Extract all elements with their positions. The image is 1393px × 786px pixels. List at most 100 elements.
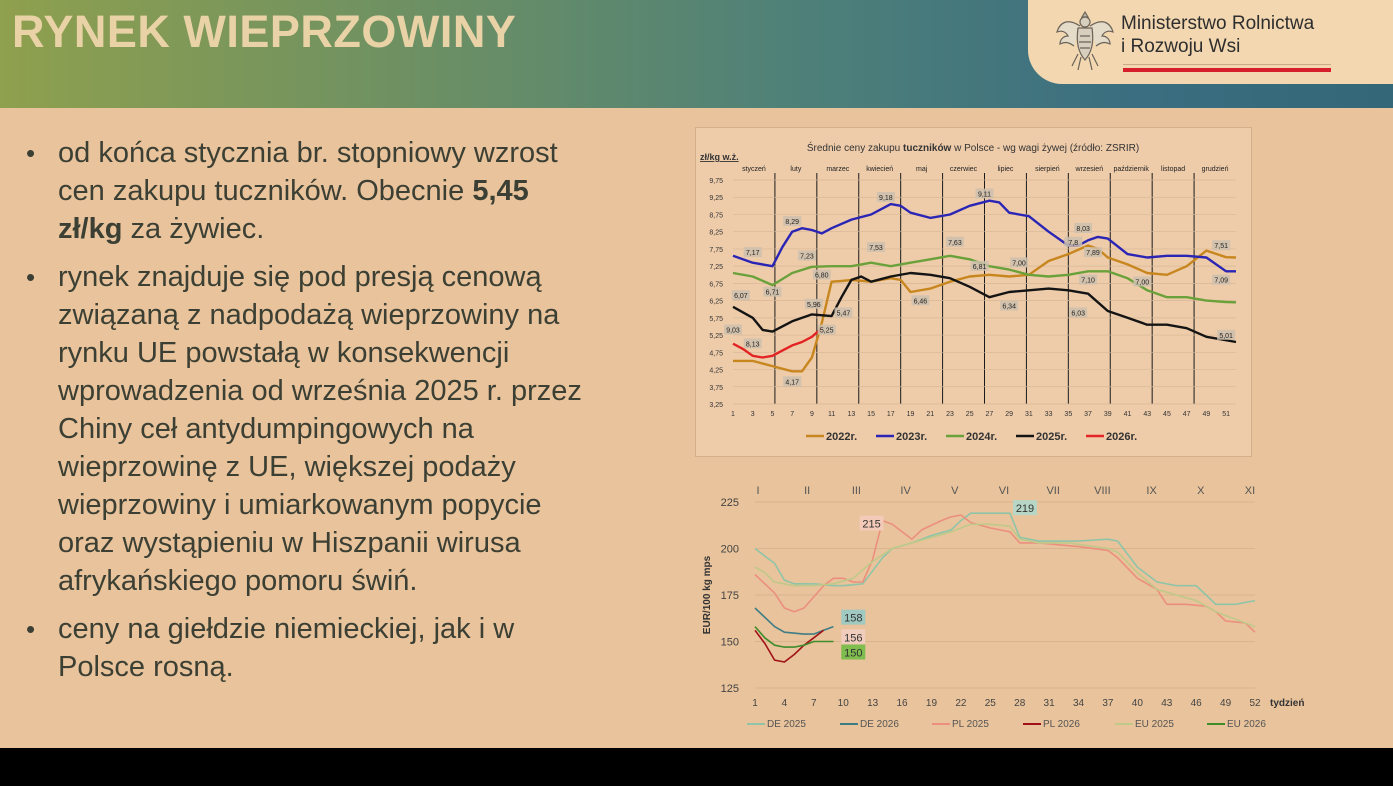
value-callout-text: 215 [862, 519, 880, 531]
bullet-text: ceny na giełdzie niemieckiej, jak i w Po… [58, 613, 515, 683]
ministry-name: Ministerstwo Rolnictwa i Rozwoju Wsi [1121, 12, 1314, 58]
y-tick-label: 175 [721, 590, 739, 602]
x-tick-label: 19 [926, 698, 938, 709]
y-tick-label: 8,25 [709, 230, 723, 237]
data-label-text: 7,10 [1081, 278, 1095, 285]
data-label-box [797, 250, 816, 261]
data-label-text: 9,18 [879, 195, 893, 202]
data-label-box [1010, 257, 1029, 268]
y-tick-label: 7,75 [709, 247, 723, 254]
series-line-2023r [732, 199, 1236, 273]
value-callout-box [1013, 500, 1037, 516]
x-tick-label: 1 [752, 698, 758, 709]
chart-title-part: Średnie ceny zakupu [807, 141, 903, 154]
month-roman-label: VIII [1094, 485, 1111, 497]
y-tick-label: 9,75 [709, 178, 723, 185]
data-label: 6,34 [1000, 300, 1019, 311]
bullet-dot-icon: • [26, 614, 36, 644]
month-label: marzec [826, 166, 849, 173]
month-label: styczeń [742, 166, 766, 173]
y-tick-label: 5,25 [709, 333, 723, 340]
y-tick-label: 6,75 [709, 281, 723, 288]
data-label-box [975, 188, 994, 199]
month-label: lipiec [997, 166, 1013, 173]
value-callout-text: 219 [1016, 503, 1034, 515]
month-label: październik [1113, 166, 1149, 173]
eu-price-chart: I II III IV V VI VII VIII IX X XI 225 200 175 150 125 EU… [695, 478, 1315, 740]
data-label: 5,47 [834, 307, 853, 318]
data-label: 8,03 [1074, 222, 1093, 233]
ministry-red-bar [1123, 68, 1331, 72]
data-label-box [876, 191, 895, 202]
x-tick-label: 1 [731, 411, 735, 418]
month-roman-label: I [756, 485, 759, 497]
bullet-list: • od końca stycznia br. stopniowy wzrost … [24, 134, 599, 696]
slide-title: RYNEK WIEPRZOWINY [12, 6, 517, 57]
data-label: 7,00 [1010, 257, 1029, 268]
bullet-text: rynek znajduje się pod presją cenową zwi… [58, 261, 582, 597]
x-axis-label: tydzień [1270, 698, 1304, 709]
data-label: 5,01 [1217, 329, 1236, 340]
data-label-text: 7,89 [1086, 250, 1100, 257]
data-label-box [945, 236, 964, 247]
data-label: 6,80 [812, 269, 831, 280]
month-label: kwiecień [866, 166, 893, 173]
x-tick-label: 9 [810, 411, 814, 418]
eu-price-chart-svg: I II III IV V VI VII VIII IX X XI225200175150125EU… [702, 485, 1304, 730]
bullet-bold-text: 5,45 zł/kg [58, 175, 529, 245]
series-line-EU-2025 [754, 523, 1256, 628]
value-callout-box [841, 644, 866, 660]
x-tick-label: 3 [751, 411, 755, 418]
x-tick-label: 4 [782, 698, 788, 709]
series-line-PL-2025 [754, 514, 1256, 633]
data-label: 4,17 [783, 376, 802, 387]
data-label: 6,03 [1069, 307, 1088, 318]
x-tick-label: 16 [896, 698, 908, 709]
data-label-box [1074, 222, 1093, 233]
data-label-text: 7,00 [1012, 260, 1026, 267]
data-label: 6,71 [763, 286, 782, 297]
data-label-box [812, 269, 831, 280]
y-tick-label: 9,25 [709, 195, 723, 202]
legend-label: 2022r. [826, 431, 857, 443]
y-tick-label: 4,25 [709, 368, 723, 375]
data-label-box [970, 260, 989, 271]
data-label-box [1069, 307, 1088, 318]
series-line-2025r [732, 271, 1237, 344]
x-tick-label: 35 [1064, 411, 1072, 418]
data-label: 7,63 [945, 236, 964, 247]
month-roman-label: V [951, 485, 959, 497]
x-tick-label: 13 [847, 411, 855, 418]
ministry-name-line2: i Rozwoju Wsi [1121, 36, 1241, 57]
data-label-text: 7,17 [746, 250, 760, 257]
y-tick-label: 4,75 [709, 350, 723, 357]
y-tick-label: 6,25 [709, 299, 723, 306]
value-callout: 156 [841, 629, 866, 645]
data-label: 7,89 [1083, 247, 1102, 258]
y-tick-label: 8,75 [709, 212, 723, 219]
data-label-text: 6,34 [1002, 304, 1016, 311]
month-roman-label: X [1197, 485, 1205, 497]
x-tick-label: 21 [926, 411, 934, 418]
x-tick-label: 23 [946, 411, 954, 418]
chart-title-part: w Polsce - wg wagi żywej (źródło: ZSRIR) [951, 143, 1139, 154]
legend-label: PL 2026 [1043, 719, 1080, 730]
data-label-box [1064, 236, 1083, 247]
legend-label: 2023r. [896, 431, 927, 443]
data-label-box [1083, 247, 1102, 258]
data-label-text: 8,03 [1076, 226, 1090, 233]
month-label: wrzesień [1074, 166, 1103, 173]
y-tick-label: 5,75 [709, 316, 723, 323]
y-tick-label: 150 [721, 637, 739, 649]
x-tick-label: 31 [1025, 411, 1033, 418]
legend-label: 2024r. [966, 431, 997, 443]
data-label: 7,53 [867, 241, 886, 252]
x-tick-label: 25 [966, 411, 974, 418]
data-label-text: 6,81 [973, 264, 987, 271]
eagle-emblem-icon [1056, 10, 1114, 71]
x-tick-label: 37 [1102, 698, 1114, 709]
data-label-box [783, 376, 802, 387]
x-tick-label: 34 [1073, 698, 1085, 709]
data-label: 6,46 [911, 295, 930, 306]
legend-label: 2025r. [1036, 431, 1067, 443]
